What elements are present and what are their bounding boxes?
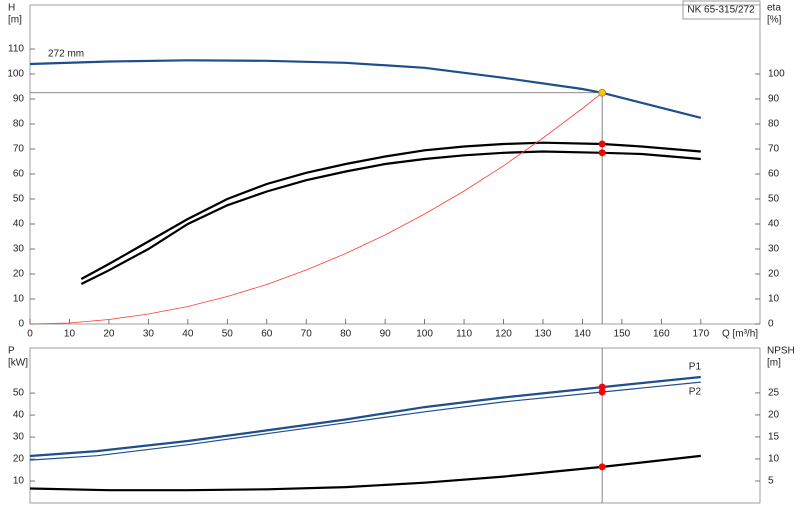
series-label: 272 mm	[48, 49, 84, 60]
y-tick-label: 80	[13, 119, 25, 130]
y2-axis-label: eta	[767, 3, 781, 14]
chart-title: NK 65-315/272	[687, 5, 755, 16]
x-tick-label: 150	[614, 329, 631, 340]
y2-tick-label: 80	[768, 119, 780, 130]
marker	[598, 140, 606, 148]
y2-tick-label: 15	[768, 432, 780, 443]
series-line	[80, 141, 701, 280]
y2-axis-label: NPSH	[767, 346, 795, 357]
x-tick-label: 100	[416, 329, 433, 340]
x-tick-label: 160	[653, 329, 670, 340]
y2-tick-label: 50	[768, 194, 780, 205]
y2-tick-label: 70	[768, 144, 780, 155]
y2-axis-label: [m]	[767, 358, 781, 369]
y-tick-label: 10	[13, 476, 25, 487]
y-axis-label: P	[8, 346, 15, 357]
y2-tick-label: 100	[768, 69, 785, 80]
y-tick-label: 10	[13, 294, 25, 305]
x-tick-label: 110	[456, 329, 472, 340]
x-tick-label: 120	[495, 329, 512, 340]
x-tick-label: 40	[182, 329, 194, 340]
marker	[598, 388, 606, 396]
y2-tick-label: 25	[768, 388, 780, 399]
x-axis-label: Q [m³/h]	[722, 329, 758, 340]
series-label: P1	[689, 362, 702, 373]
y-tick-label: 20	[13, 269, 25, 280]
y-tick-label: 70	[13, 144, 25, 155]
y-tick-label: 100	[7, 69, 24, 80]
x-tick-label: 80	[340, 329, 352, 340]
series-line	[29, 454, 701, 492]
y-tick-label: 0	[18, 319, 24, 330]
marker	[598, 463, 606, 471]
series-line	[80, 150, 701, 285]
series-label: P2	[689, 387, 702, 398]
y2-tick-label: 40	[768, 219, 780, 230]
y-tick-label: 30	[13, 432, 25, 443]
marker	[598, 149, 606, 157]
y-axis-label: [m]	[8, 15, 22, 26]
x-tick-label: 50	[222, 329, 234, 340]
marker	[598, 88, 607, 97]
series-line	[29, 381, 701, 461]
y-tick-label: 50	[13, 194, 25, 205]
y2-tick-label: 20	[768, 410, 780, 421]
x-tick-label: 170	[692, 329, 709, 340]
series-line	[29, 59, 702, 119]
x-tick-label: 30	[143, 329, 155, 340]
y-tick-label: 90	[13, 94, 25, 105]
y-tick-label: 50	[13, 388, 25, 399]
y-axis-label: H	[8, 3, 15, 14]
y-tick-label: 30	[13, 244, 25, 255]
x-tick-label: 60	[261, 329, 273, 340]
x-tick-label: 130	[535, 329, 552, 340]
y-axis-label: [kW]	[8, 358, 28, 369]
x-tick-label: 70	[301, 329, 313, 340]
y2-tick-label: 20	[768, 269, 780, 280]
y-tick-label: 60	[13, 169, 25, 180]
series-line	[29, 92, 603, 325]
y2-tick-label: 0	[768, 319, 774, 330]
y2-tick-label: 30	[768, 244, 780, 255]
x-tick-label: 140	[574, 329, 591, 340]
x-tick-label: 90	[380, 329, 392, 340]
y2-tick-label: 10	[768, 294, 780, 305]
y2-tick-label: 90	[768, 94, 780, 105]
y-tick-label: 40	[13, 219, 25, 230]
y2-tick-label: 10	[768, 454, 780, 465]
y2-tick-label: 60	[768, 169, 780, 180]
x-tick-label: 0	[27, 329, 33, 340]
plot-frame	[29, 4, 761, 325]
y-tick-label: 40	[13, 410, 25, 421]
plot-frame	[29, 347, 761, 504]
y-tick-label: 20	[13, 454, 25, 465]
y-tick-label: 110	[8, 44, 24, 55]
series-line	[29, 375, 701, 458]
x-tick-label: 10	[64, 329, 76, 340]
marker	[598, 383, 606, 391]
y2-axis-label: [%]	[767, 15, 782, 26]
x-tick-label: 20	[103, 329, 115, 340]
y2-tick-label: 5	[768, 476, 774, 487]
